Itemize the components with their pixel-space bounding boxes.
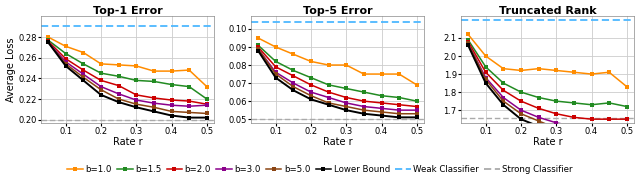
Legend: b=1.0, b=1.5, b=2.0, b=3.0, b=5.0, Lower Bound, Weak Classifier, Strong Classifi: b=1.0, b=1.5, b=2.0, b=3.0, b=5.0, Lower… xyxy=(64,162,576,178)
Title: Top-1 Error: Top-1 Error xyxy=(93,6,163,15)
Title: Truncated Rank: Truncated Rank xyxy=(499,6,596,15)
X-axis label: Rate r: Rate r xyxy=(113,137,142,147)
X-axis label: Rate r: Rate r xyxy=(532,137,562,147)
X-axis label: Rate r: Rate r xyxy=(323,137,352,147)
Title: Top-5 Error: Top-5 Error xyxy=(303,6,372,15)
Y-axis label: Average Loss: Average Loss xyxy=(6,37,15,102)
